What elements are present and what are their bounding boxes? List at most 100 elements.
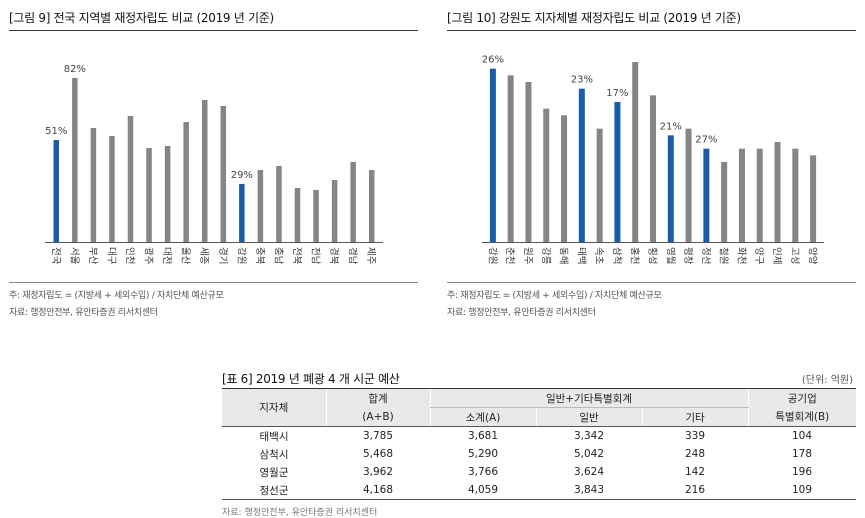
tick-label-삼척: 삼척	[611, 247, 622, 264]
tick-label-동해: 동해	[558, 247, 570, 264]
tick-label-횡성: 횡성	[647, 247, 659, 264]
figure9-bottom-rule	[9, 282, 418, 283]
cell-subtotal: 4,059	[430, 481, 536, 500]
bar-강원	[239, 184, 245, 242]
bar-전북	[294, 188, 301, 242]
tick-label-속초: 속초	[593, 247, 604, 265]
bar-전남	[313, 190, 319, 242]
tick-label-대구: 대구	[105, 247, 116, 265]
bar-고성	[792, 148, 799, 242]
tick-label-경북: 경북	[328, 247, 340, 265]
tick-label-강원: 강원	[235, 247, 246, 264]
tick-label-광주: 광주	[143, 247, 155, 265]
cell-general: 3,843	[536, 481, 642, 500]
tick-label-양양: 양양	[807, 247, 818, 265]
bar-춘천	[507, 75, 514, 242]
bar-제주	[368, 170, 375, 242]
cell-other: 339	[684, 430, 706, 442]
col-header-subtotal: 소계(A)	[429, 407, 536, 427]
bar-서울	[72, 78, 78, 242]
bar-대구	[109, 136, 115, 242]
bar-대전	[164, 146, 171, 242]
bar-홍천	[632, 62, 639, 242]
tick-label-고성: 고성	[789, 247, 800, 264]
cell-region: 정선군	[222, 481, 326, 500]
bar-경남	[350, 162, 356, 242]
tick-label-부산: 부산	[87, 247, 98, 265]
tick-label-제주: 제주	[365, 247, 376, 265]
data-label-강원: 26%	[482, 55, 504, 66]
bar-광주	[146, 148, 152, 242]
table-row: 삼척시 5,468 5,290 5,042 248 178	[222, 445, 856, 463]
tick-label-홍천: 홍천	[629, 247, 641, 264]
data-label-삼척: 17%	[606, 88, 628, 99]
bar-태백	[578, 88, 585, 242]
figure10-title: [그림 10] 강원도 지자체별 재정자립도 비교 (2019 년 기준)	[447, 11, 741, 25]
tick-label-전국: 전국	[50, 247, 61, 265]
data-label-태백: 23%	[571, 75, 593, 86]
figure9-title-rule	[9, 30, 418, 31]
table6-unit: (단위: 억원)	[801, 375, 853, 386]
col-header-general: 일반	[535, 407, 642, 427]
table6-title: [표 6] 2019 년 폐광 4 개 시군 예산	[222, 372, 400, 386]
figure10-source: 자료: 행정안전부, 유안타증권 리서치센터	[447, 308, 596, 318]
tick-label-대전: 대전	[161, 247, 172, 264]
bar-부산	[90, 128, 97, 242]
cell-region: 영월군	[259, 466, 289, 479]
bar-철원	[721, 162, 728, 242]
col-header-general-group: 일반+기타특별회계	[429, 388, 748, 408]
bar-화천	[738, 148, 745, 242]
table-row: 태백시 3,785 3,681 3,342 339 104	[222, 427, 856, 446]
data-label-서울: 82%	[64, 64, 86, 75]
bar-울산	[183, 122, 189, 242]
cell-region: 삼척시	[259, 448, 289, 461]
tick-label-춘천: 춘천	[504, 247, 515, 264]
bar-양양	[810, 155, 817, 242]
bar-충북	[257, 170, 264, 242]
bar-세종	[201, 100, 208, 242]
tick-label-경남: 경남	[347, 247, 359, 265]
cell-public: 178	[791, 448, 813, 460]
data-label-강원: 29%	[231, 170, 253, 181]
bar-동해	[561, 115, 568, 242]
tick-label-강원: 강원	[486, 247, 497, 264]
cell-public: 109	[748, 481, 856, 500]
bar-인제	[774, 142, 781, 242]
col-header-total: 합계	[325, 388, 430, 408]
tick-label-경기: 경기	[217, 247, 229, 264]
tick-label-인제: 인제	[771, 247, 782, 264]
bar-경북	[331, 180, 338, 242]
figure10-title-rule	[447, 30, 856, 31]
cell-subtotal: 3,681	[467, 430, 499, 442]
figure9-source: 자료: 행정안전부, 유안타증권 리서치센터	[9, 308, 158, 318]
tick-label-전남: 전남	[310, 247, 321, 265]
bar-강릉	[543, 108, 550, 243]
tick-label-충북: 충북	[254, 247, 265, 265]
col-header-public: 공기업	[747, 388, 856, 408]
figure10-chart: 26% 강원 춘천 원주 강릉 동해 23% 태백 속초 17% 삼척 홍천 횡성 21% 영월 평창 27% 정…	[482, 55, 824, 265]
bar-정선	[703, 148, 710, 242]
bar-경기	[220, 106, 227, 242]
tick-label-정선: 정선	[700, 247, 711, 264]
tick-label-울산: 울산	[180, 247, 191, 265]
cell-general: 3,342	[573, 430, 605, 442]
tick-label-원주: 원주	[522, 247, 533, 265]
tick-label-강릉: 강릉	[540, 247, 551, 265]
tick-label-전북: 전북	[291, 247, 302, 265]
col-header-total-sub: (A+B)	[325, 407, 430, 427]
tick-label-화천: 화천	[735, 247, 746, 264]
col-header-public-sub: 특별회계(B)	[747, 407, 856, 427]
figure9-title: [그림 9] 전국 지역별 재정자립도 비교 (2019 년 기준)	[9, 11, 274, 25]
cell-other: 142	[684, 466, 706, 478]
tick-label-서울: 서울	[68, 247, 79, 265]
cell-total: 4,168	[326, 481, 430, 500]
cell-total: 5,468	[362, 448, 394, 460]
budget-table: 지자체 합계 일반+기타특별회계 공기업 (A+B) 소계(A) 일반 기타 특…	[222, 388, 856, 500]
bar-전국	[53, 140, 60, 242]
col-header-region: 지자체	[222, 388, 326, 427]
tick-label-영월: 영월	[664, 247, 676, 264]
cell-other: 248	[684, 448, 706, 460]
figure10-note: 주: 재정자립도 = (지방세 + 세외수입) / 자치단체 예산규모	[447, 291, 662, 301]
cell-total: 3,785	[362, 430, 394, 442]
tick-label-충남: 충남	[272, 247, 283, 265]
